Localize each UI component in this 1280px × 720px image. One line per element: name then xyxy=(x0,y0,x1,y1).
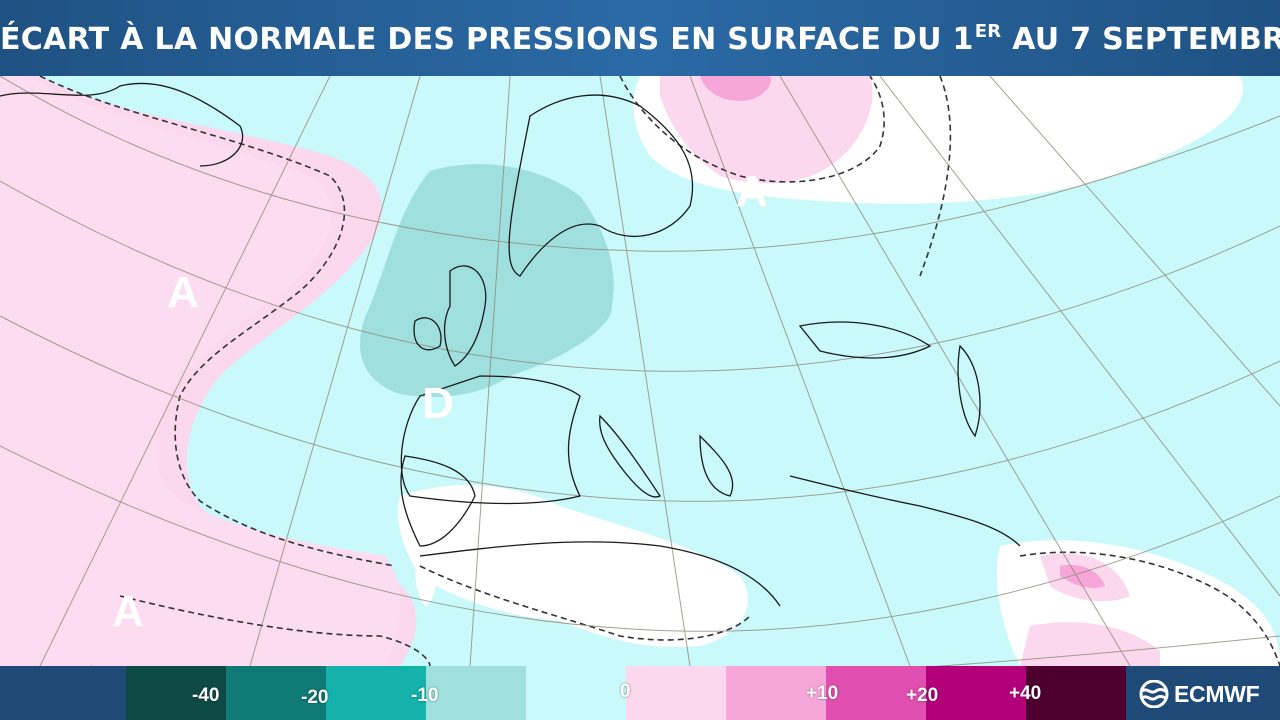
north-africa-coast xyxy=(419,541,781,607)
pressure-centers: A A D A xyxy=(112,167,768,636)
ireland-coast xyxy=(413,317,442,351)
legend-bar: -40 -20 -10 0 +10 +20 +40 xyxy=(0,666,1280,720)
legend-label: -10 xyxy=(411,685,439,706)
legend-swatch xyxy=(826,666,926,720)
legend-label: +10 xyxy=(806,683,839,704)
title-main: ÉCART À LA NORMALE DES PRESSIONS EN SURF… xyxy=(0,22,974,57)
legend-swatch xyxy=(626,666,726,720)
legend-label: -20 xyxy=(301,687,329,708)
legend-label: 0 xyxy=(620,681,631,702)
title-superscript: ER xyxy=(974,21,1002,42)
middle-east-coast xyxy=(789,475,1021,547)
italy-coast xyxy=(599,414,661,498)
map-title: ÉCART À LA NORMALE DES PRESSIONS EN SURF… xyxy=(0,0,1280,76)
scandinavia-coast xyxy=(508,94,694,277)
graticule xyxy=(0,76,1280,666)
legend-swatch xyxy=(426,666,526,720)
legend-swatch xyxy=(1026,666,1126,720)
caspian-sea-coast xyxy=(957,344,981,438)
ecmwf-emblem-icon xyxy=(1139,680,1169,708)
legend-swatch xyxy=(0,666,126,720)
legend-label: +20 xyxy=(906,685,939,706)
pressure-anomaly-map: A A D A xyxy=(0,76,1280,666)
greenland-coast xyxy=(0,82,244,167)
greece-coast xyxy=(699,434,734,497)
pressure-center-label: A xyxy=(112,587,144,636)
pressure-center-label: A xyxy=(167,268,199,317)
logo-text: ECMWF xyxy=(1174,680,1260,707)
negative-anomaly-area xyxy=(360,164,614,397)
legend-label: -40 xyxy=(192,685,220,706)
title-tail: AU 7 SEPTEMBRE xyxy=(1001,22,1280,57)
iberia-coast xyxy=(400,455,476,547)
legend-swatch xyxy=(526,666,626,720)
pressure-center-label: D xyxy=(422,379,454,428)
ecmwf-logo: ECMWF xyxy=(1138,678,1260,710)
black-sea-coast xyxy=(798,321,932,359)
title-bar: ÉCART À LA NORMALE DES PRESSIONS EN SURF… xyxy=(0,0,1280,76)
pressure-center-label: A xyxy=(736,167,768,216)
legend-swatch xyxy=(126,666,226,720)
great-britain-coast xyxy=(443,265,487,367)
legend-swatch xyxy=(226,666,326,720)
coastlines xyxy=(0,82,1021,607)
legend-label: +40 xyxy=(1009,683,1042,704)
anomaly-contours xyxy=(39,76,1280,666)
positive-anomaly-areas xyxy=(0,76,1280,666)
legend-swatch xyxy=(926,666,1026,720)
legend-swatch xyxy=(326,666,426,720)
legend-swatch xyxy=(726,666,826,720)
